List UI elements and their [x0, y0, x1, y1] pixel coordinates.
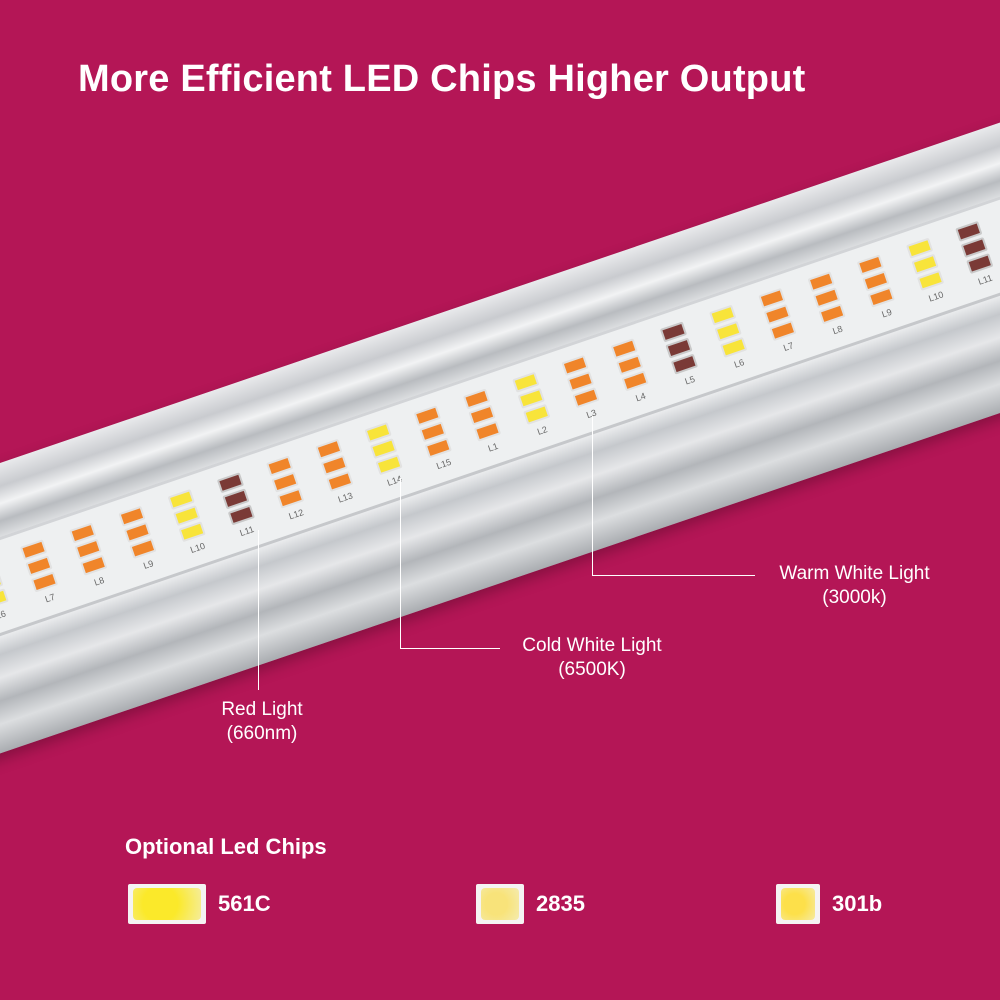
led-bar: L6 L7 L8 L9 L10 L11 L12 L13 L14 L15 L1 L2 L3 L4 L5 L6 L7…: [0, 65, 1000, 794]
led-group-label: L5: [683, 373, 697, 387]
led-group-cold: L2: [505, 369, 561, 441]
callout-spec: (6500K): [558, 659, 626, 680]
led-group-cold: L6: [0, 553, 20, 625]
led-group-label: L13: [336, 489, 354, 505]
option-label: 2835: [536, 891, 585, 916]
page-title: More Efficient LED Chips Higher Output: [78, 58, 806, 100]
led-group-label: L10: [188, 540, 207, 555]
warm-callout-line-h: [592, 575, 755, 576]
led-group-label: L7: [781, 339, 795, 353]
callout-name: Cold White Light: [522, 635, 662, 656]
led-group-label: L10: [927, 288, 945, 304]
led-group-label: L4: [634, 390, 647, 403]
cold-light-callout: Cold White Light (6500K): [500, 634, 684, 682]
led-group-warm: L7: [752, 285, 808, 357]
led-group-cold: L10: [899, 235, 955, 307]
led-group-cold: L14: [358, 419, 414, 491]
led-group-label: L6: [732, 356, 746, 370]
callout-name: Warm White Light: [779, 563, 930, 584]
red-callout-line: [258, 530, 259, 690]
led-group-label: L1: [486, 440, 500, 454]
led-group-warm: L8: [801, 268, 857, 340]
led-group-warm: L9: [112, 503, 168, 575]
callout-spec: (3000k): [822, 587, 887, 608]
led-group-label: L11: [238, 523, 256, 538]
callout-name: Red Light: [221, 699, 303, 720]
led-group-cold: L6: [702, 302, 758, 374]
option-2835: 2835: [476, 884, 585, 924]
led-group-warm: L4: [604, 335, 660, 407]
led-group-label: L11: [976, 272, 994, 287]
led-group-warm: L1: [456, 386, 512, 458]
warm-callout-line: [592, 416, 593, 575]
led-group-label: L6: [0, 608, 7, 621]
chip-swatch: [128, 884, 206, 924]
option-561c: 561C: [128, 884, 271, 924]
cold-callout-line: [400, 478, 401, 648]
led-group-warm: L13: [308, 436, 364, 508]
led-group-label: L8: [92, 574, 106, 588]
led-group-cold: L10: [161, 486, 217, 558]
cold-callout-line-h: [400, 648, 500, 649]
chip-emitter: [481, 888, 519, 920]
warm-light-callout: Warm White Light (3000k): [757, 562, 952, 610]
option-301b: 301b: [776, 884, 882, 924]
callout-spec: (660nm): [226, 723, 298, 744]
led-group-label: L9: [880, 306, 894, 320]
led-group-label: L7: [43, 591, 57, 604]
red-light-callout: Red Light (660nm): [192, 698, 332, 746]
led-group-warm: L3: [555, 352, 611, 424]
led-group-warm: L7: [13, 537, 69, 609]
chip-swatch: [476, 884, 524, 924]
chip-emitter: [781, 888, 815, 920]
led-group-warm: L12: [259, 453, 315, 525]
led-group-warm: L9: [850, 252, 906, 324]
chip-swatch: [776, 884, 820, 924]
led-group-label: L2: [535, 423, 549, 437]
led-group-red: L11: [948, 218, 1000, 290]
led-chip: [0, 587, 9, 609]
option-label: 301b: [832, 891, 883, 916]
led-group-label: L9: [141, 557, 155, 571]
chip-emitter: [133, 888, 201, 920]
option-label: 561C: [218, 891, 271, 916]
optional-chips-title: Optional Led Chips: [125, 834, 327, 859]
led-group-warm: L8: [62, 520, 118, 592]
led-group-label: L8: [831, 323, 844, 336]
led-group-label: L12: [287, 506, 305, 521]
led-group-red: L5: [653, 319, 709, 391]
led-group-warm: L15: [407, 403, 463, 475]
led-group-label: L15: [434, 456, 453, 471]
